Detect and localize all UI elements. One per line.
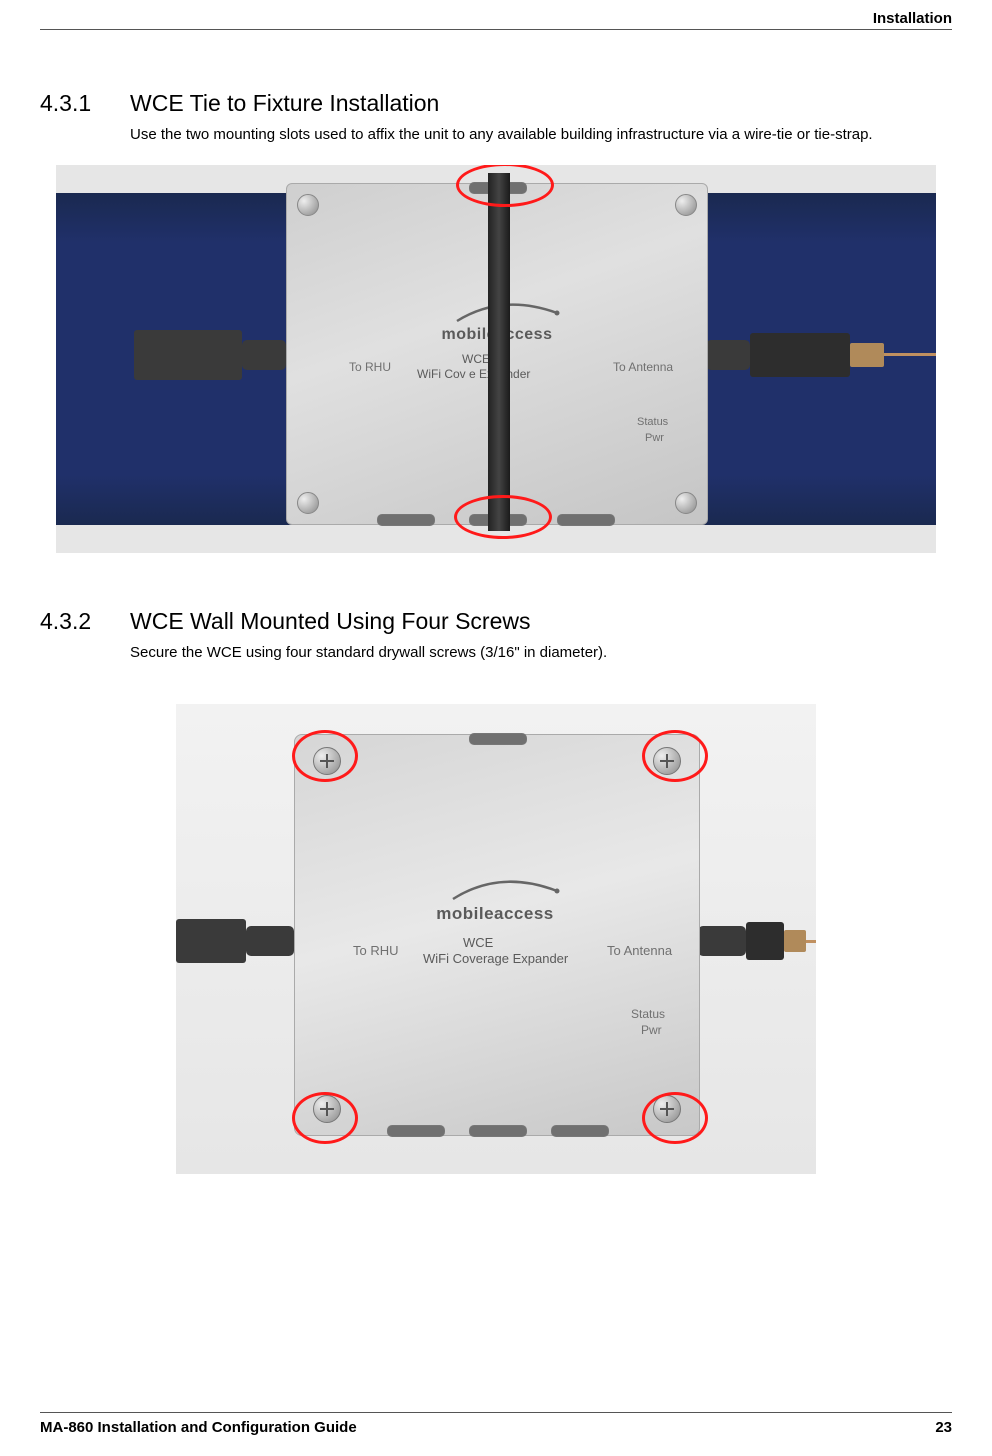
pwr-label: Pwr	[645, 432, 664, 444]
section-432: 4.3.2 WCE Wall Mounted Using Four Screws…	[40, 608, 952, 1173]
callout-screw-br	[642, 1092, 708, 1144]
product-name-line2: WiFi Cov e Expander	[417, 367, 530, 381]
device-plate: mobileaccess WCE WiFi Coverage Expander …	[294, 734, 700, 1136]
section-number: 4.3.2	[40, 608, 130, 635]
callout-bottom	[454, 495, 552, 539]
section-body: Secure the WCE using four standard drywa…	[130, 643, 952, 663]
top-slot	[469, 733, 527, 745]
section-title: WCE Wall Mounted Using Four Screws	[130, 608, 530, 635]
running-header: Installation	[40, 10, 952, 30]
port-label-left: To RHU	[349, 360, 391, 374]
connector-right-neck	[706, 340, 750, 370]
callout-screw-tr	[642, 730, 708, 782]
callout-screw-tl	[292, 730, 358, 782]
product-name-line1: WCE	[462, 352, 490, 366]
footer-doc-title: MA-860 Installation and Configuration Gu…	[40, 1419, 357, 1436]
bottom-slot-center	[469, 1125, 527, 1137]
connector-left-neck	[242, 340, 286, 370]
status-label: Status	[631, 1007, 665, 1021]
page-footer: MA-860 Installation and Configuration Gu…	[40, 1412, 952, 1436]
port-label-left: To RHU	[353, 943, 399, 958]
bottom-slot	[551, 1125, 609, 1137]
bottom-slot	[377, 514, 435, 526]
product-name-line2: WiFi Coverage Expander	[423, 951, 568, 966]
logo-swoosh-icon	[415, 875, 575, 905]
product-name-line1: WCE	[463, 935, 493, 950]
status-label: Status	[637, 416, 668, 428]
section-title: WCE Tie to Fixture Installation	[130, 90, 439, 117]
footer-page-number: 23	[935, 1419, 952, 1436]
section-body: Use the two mounting slots used to affix…	[130, 125, 952, 145]
connector-left-body	[134, 330, 242, 380]
figure-wall-mount: mobileaccess WCE WiFi Coverage Expander …	[176, 704, 816, 1174]
corner-screw	[675, 194, 697, 216]
cable-right	[884, 353, 936, 356]
port-label-right: To Antenna	[607, 943, 672, 958]
bottom-slot	[387, 1125, 445, 1137]
corner-screw	[675, 492, 697, 514]
corner-screw	[297, 194, 319, 216]
connector-right-body	[746, 922, 784, 960]
connector-right-tip	[784, 930, 806, 952]
tie-strap	[488, 173, 510, 531]
connector-right-neck	[698, 926, 746, 956]
connector-left-body	[176, 919, 246, 963]
chapter-name: Installation	[873, 10, 952, 27]
device-logo: mobileaccess	[415, 875, 575, 924]
corner-screw	[297, 492, 319, 514]
logo-text: mobileaccess	[415, 904, 575, 924]
bottom-slot	[557, 514, 615, 526]
cable-right	[806, 940, 816, 943]
port-label-right: To Antenna	[613, 360, 673, 374]
pwr-label: Pwr	[641, 1023, 662, 1037]
connector-left-neck	[246, 926, 294, 956]
connector-right-body	[750, 333, 850, 377]
connector-right-tip	[850, 343, 884, 367]
section-431: 4.3.1 WCE Tie to Fixture Installation Us…	[40, 90, 952, 553]
callout-screw-bl	[292, 1092, 358, 1144]
section-number: 4.3.1	[40, 90, 130, 117]
figure-tie-mount: mobileaccess WCE WiFi Cov e Expander To …	[56, 165, 936, 553]
